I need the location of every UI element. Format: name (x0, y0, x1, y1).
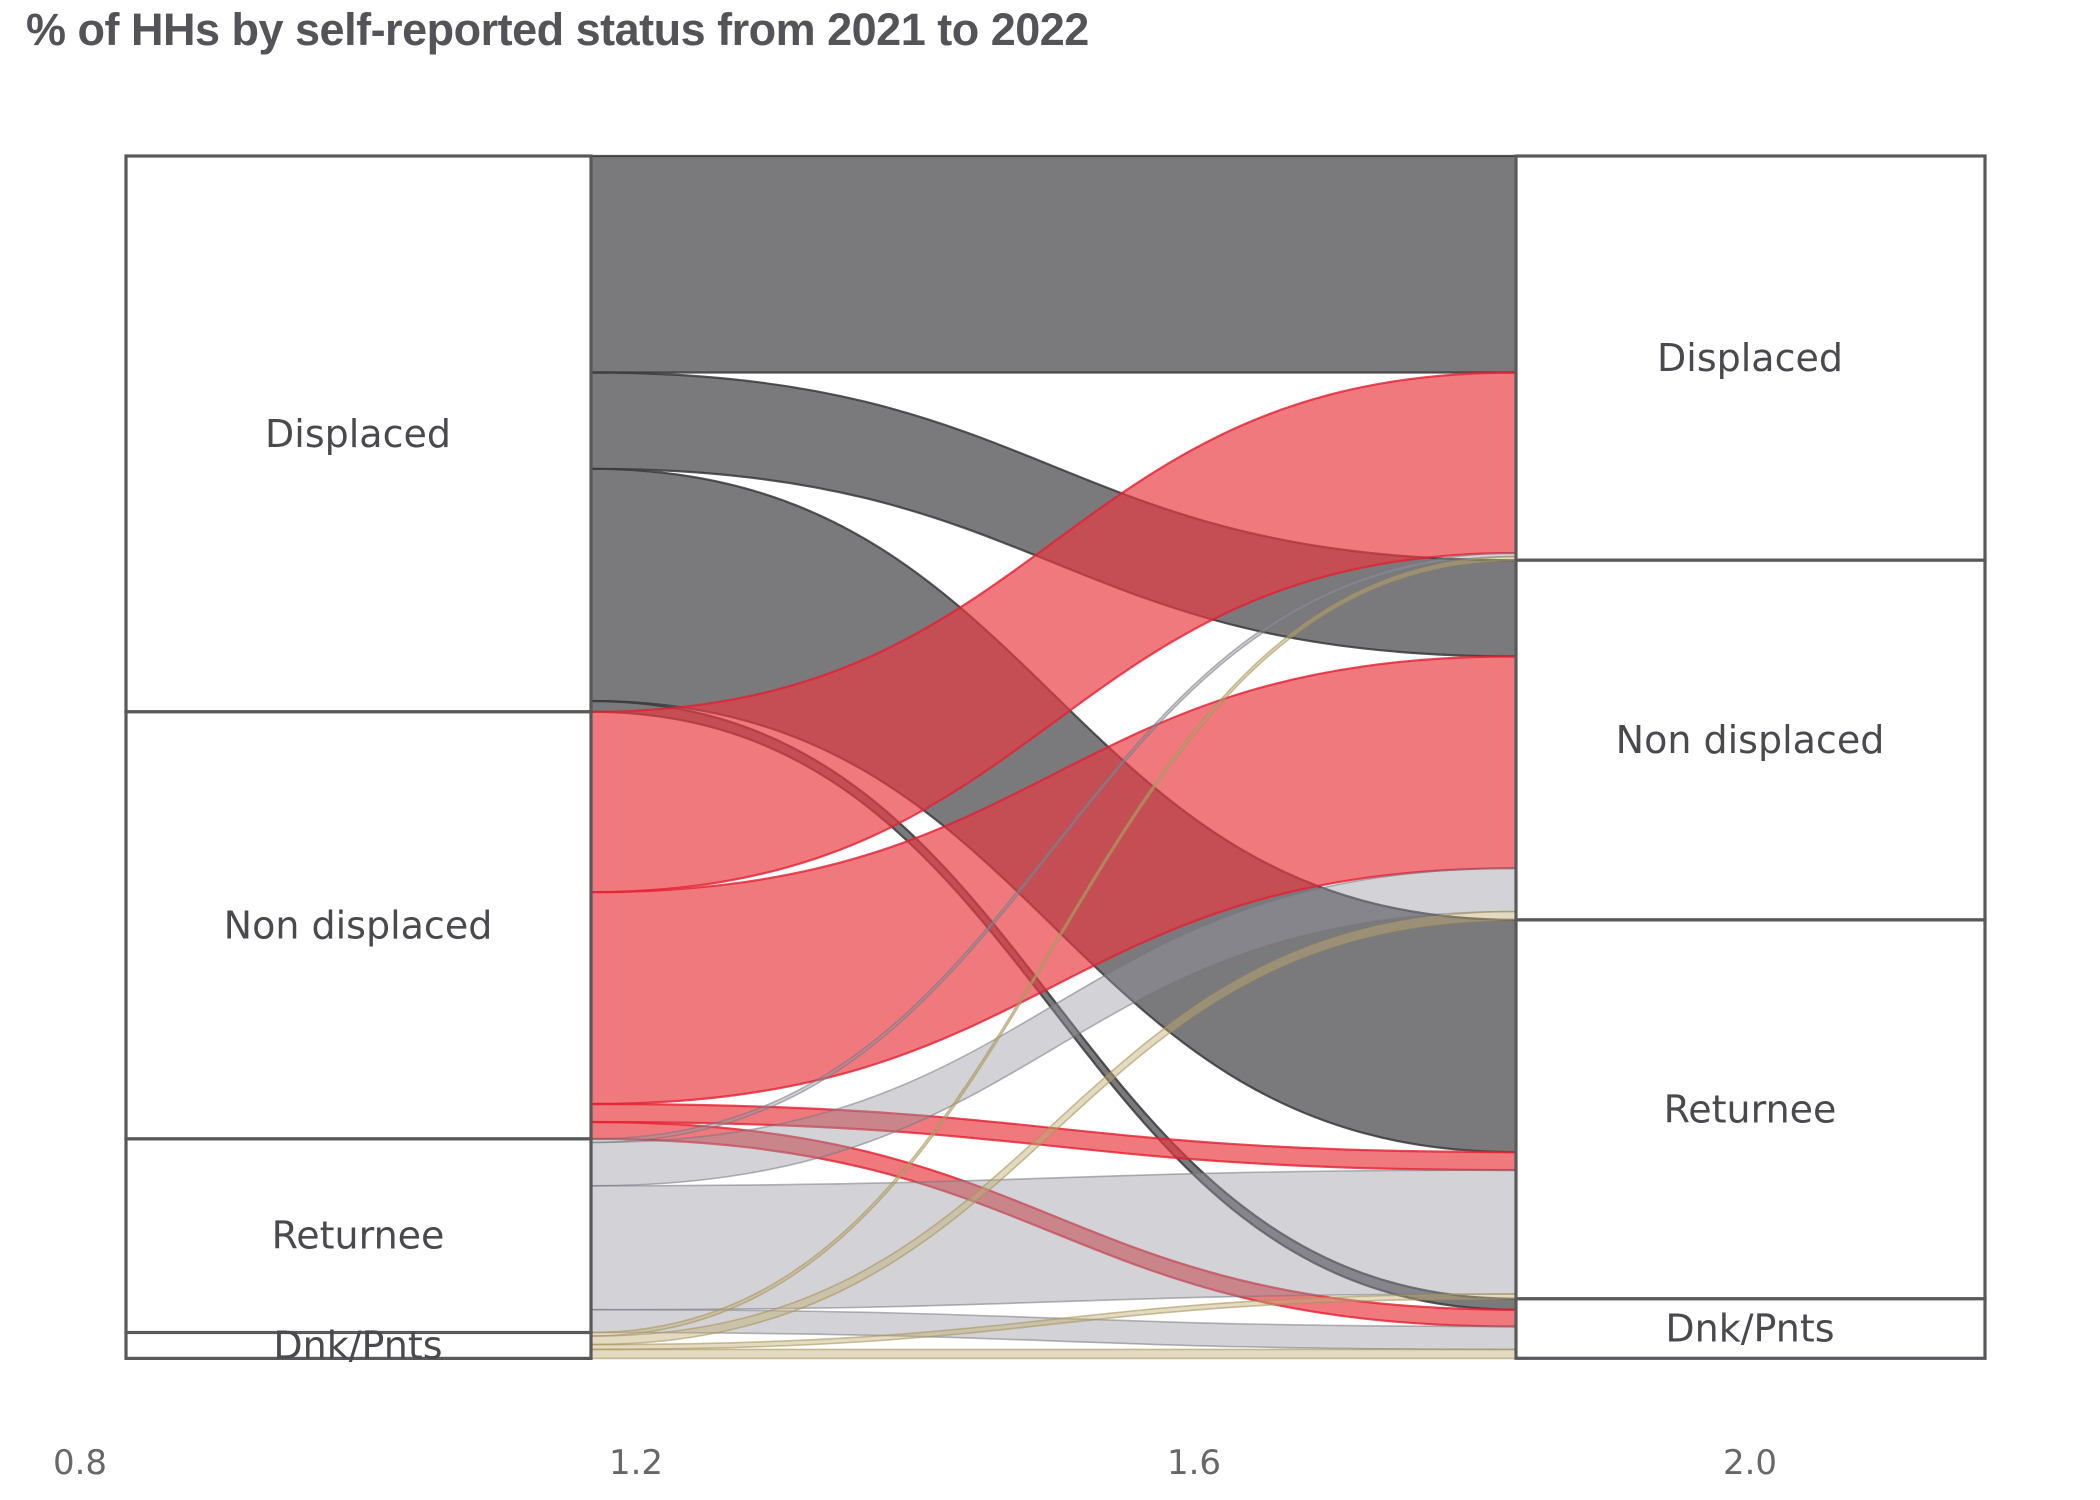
node-label-2021-displaced: Displaced (265, 412, 451, 456)
node-2021-displaced (124, 154, 593, 714)
flow-returnee-to-returnee (590, 1169, 1517, 1311)
x-tick-0.8: 0.8 (53, 1443, 107, 1483)
flow-ribbons (589, 154, 1518, 1360)
node-label-2022-dnk-pnts: Dnk/Pnts (1665, 1307, 1834, 1351)
x-tick-2.0: 2.0 (1723, 1443, 1777, 1483)
node-2022-displaced (1514, 154, 1987, 562)
node-2021-dnk-pnts (124, 1330, 593, 1360)
chart-title: % of HHs by self-reported status from 20… (26, 4, 1089, 55)
node-label-2022-non-displaced: Non displaced (1616, 718, 1885, 762)
node-boxes: Displaced Non displaced Returnee Dnk/Pnts Di… (124, 154, 1987, 1368)
x-axis: 0.8 1.2 1.6 2.0 (53, 1443, 1777, 1483)
node-label-2022-displaced: Displaced (1657, 336, 1843, 380)
node-label-2021-non-displaced: Non displaced (224, 903, 493, 947)
node-2022-returnee (1514, 918, 1987, 1301)
node-2022-non-displaced (1514, 558, 1987, 922)
flow-displaced-to-displaced (589, 154, 1518, 374)
node-label-2022-returnee: Returnee (1664, 1087, 1837, 1131)
node-2021-returnee (124, 1137, 593, 1335)
flow-dnk-pnts-to-dnk-pnts (590, 1348, 1517, 1360)
node-label-2021-returnee: Returnee (272, 1214, 445, 1258)
node-2021-non-displaced (124, 710, 593, 1141)
node-2022-dnk-pnts (1514, 1297, 1987, 1360)
x-tick-1.6: 1.6 (1167, 1443, 1221, 1483)
node-label-2021-dnk-pnts: Dnk/Pnts (273, 1324, 442, 1368)
x-tick-1.2: 1.2 (609, 1443, 663, 1483)
